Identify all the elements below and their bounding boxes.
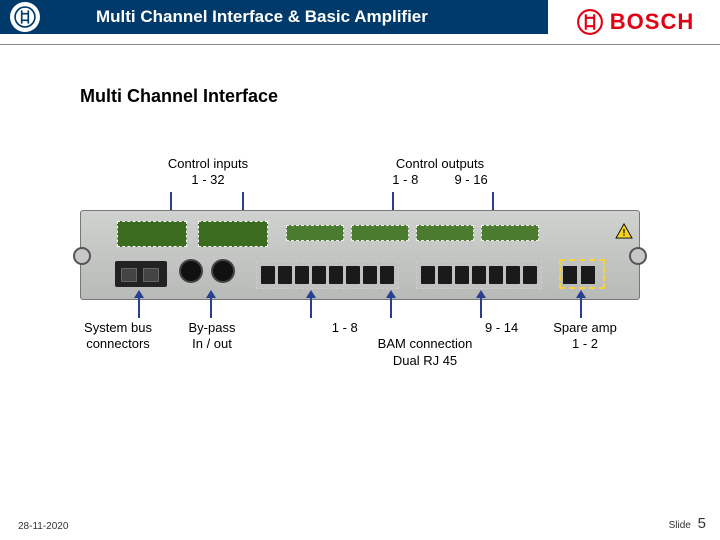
label-bypass: By-pass In / out [172, 320, 252, 353]
arrow-icon [210, 296, 212, 318]
text: Control inputs [168, 156, 248, 171]
arrow-icon [480, 296, 482, 318]
xlr-connector [211, 259, 235, 283]
brand-word: BOSCH [610, 9, 694, 35]
device-bottom-row [81, 255, 639, 295]
connector-green-thin [351, 225, 409, 241]
connector-green [198, 221, 268, 247]
connector-green [117, 221, 187, 247]
text: Dual RJ 45 [393, 353, 457, 368]
slide-number: Slide 5 [669, 515, 706, 532]
text: 1 - 8 [392, 172, 418, 187]
text: In / out [192, 336, 232, 351]
rj45-bank [256, 261, 399, 289]
bosch-ring-icon [10, 2, 40, 32]
text: connectors [86, 336, 150, 351]
xlr-connector [179, 259, 203, 283]
warning-icon: ! [615, 223, 633, 239]
text: 9 - 16 [454, 172, 487, 187]
text: Spare amp [553, 320, 617, 335]
title-bar-bg: Multi Channel Interface & Basic Amplifie… [0, 0, 548, 34]
text: 1 - 8 [332, 320, 358, 335]
svg-text:!: ! [623, 227, 626, 237]
connector-green-thin [416, 225, 474, 241]
text: By-pass [189, 320, 236, 335]
text: 1 - 32 [191, 172, 224, 187]
text: 1 - 2 [572, 336, 598, 351]
footer-date: 28-11-2020 [18, 521, 68, 532]
text: 5 [698, 515, 706, 532]
header-divider [0, 44, 720, 45]
subtitle: Multi Channel Interface [80, 86, 278, 107]
connector-green-thin [481, 225, 539, 241]
power-inlet [115, 261, 167, 287]
brand-block: BOSCH [550, 0, 720, 44]
connector-green-thin [286, 225, 344, 241]
rj45-spare [559, 259, 605, 289]
title-bar: Multi Channel Interface & Basic Amplifie… [0, 0, 720, 34]
label-spare-amp: Spare amp 1 - 2 [540, 320, 630, 353]
arrow-icon [310, 296, 312, 318]
page-title: Multi Channel Interface & Basic Amplifie… [96, 7, 428, 27]
text: Slide [669, 520, 691, 531]
label-system-bus: System bus connectors [68, 320, 168, 353]
arrow-icon [390, 296, 392, 318]
text: 9 - 14 [485, 320, 518, 335]
text: Control outputs [396, 156, 484, 171]
text: System bus [84, 320, 152, 335]
arrow-icon [138, 296, 140, 318]
device-panel: ! [80, 210, 640, 300]
arrow-icon [580, 296, 582, 318]
label-control-inputs: Control inputs 1 - 32 [148, 156, 268, 189]
bosch-logo-icon [576, 8, 604, 36]
rj45-bank [416, 261, 542, 289]
label-control-outputs: Control outputs 1 - 8 9 - 16 [360, 156, 520, 189]
text: BAM connection [378, 336, 473, 351]
label-bam: 1 - 8 9 - 14 BAM connection Dual RJ 45 [310, 320, 540, 369]
